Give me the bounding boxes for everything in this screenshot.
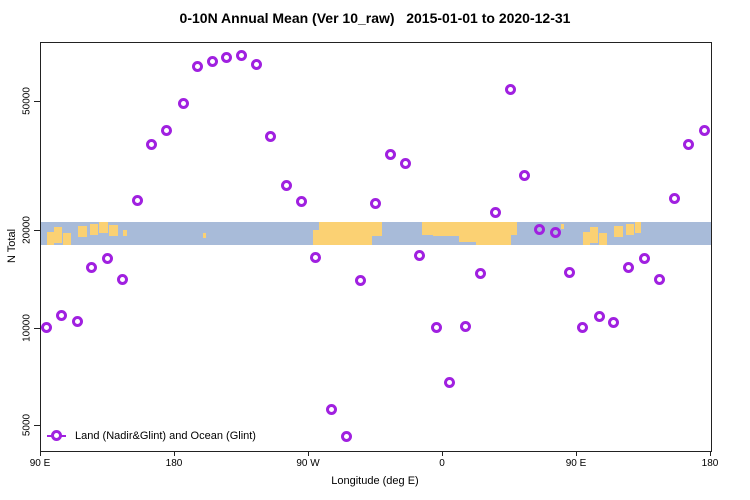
- water-patch: [432, 235, 460, 246]
- x-tick: [709, 451, 711, 456]
- data-point-95W: [296, 195, 308, 207]
- land-patch: [599, 233, 607, 246]
- data-point-115E: [607, 316, 619, 328]
- land-patch: [78, 226, 88, 237]
- data-point-45W: [369, 198, 381, 210]
- land-patch: [626, 223, 634, 235]
- y-tick: [34, 327, 40, 329]
- map-band: [41, 221, 711, 246]
- land-patch: [371, 221, 382, 236]
- plot-area: Land (Nadir&Glint) and Ocean (Glint): [40, 42, 712, 452]
- land-patch: [319, 221, 372, 246]
- y-axis-title: N Total: [6, 228, 18, 264]
- land-patch: [109, 225, 119, 236]
- chart-title: 0-10N Annual Mean (Ver 10_raw) 2015-01-0…: [179, 10, 571, 26]
- data-point-146E: [654, 274, 666, 286]
- data-point-145E: [117, 273, 129, 285]
- land-patch: [46, 232, 55, 246]
- data-point-56W: [354, 274, 366, 286]
- land-patch: [90, 223, 98, 235]
- data-point-94E: [577, 321, 589, 333]
- data-point-15E: [459, 320, 471, 332]
- land-patch: [122, 229, 128, 236]
- legend-marker-icon: [47, 430, 66, 441]
- legend-label: Land (Nadir&Glint) and Ocean (Glint): [75, 429, 256, 442]
- data-point-155W: [206, 55, 218, 67]
- data-point-5E: [444, 377, 456, 389]
- data-point-76E: [549, 227, 561, 239]
- y-tick-label: 20000: [21, 216, 33, 244]
- land-patch: [582, 232, 591, 246]
- data-point-156E: [669, 193, 681, 205]
- x-tick-label: 180: [701, 458, 719, 469]
- data-point-105E: [593, 310, 605, 322]
- legend-circle-icon: [51, 430, 62, 441]
- data-point-155E: [132, 194, 144, 206]
- data-point-26E: [475, 267, 487, 279]
- data-point-135E: [638, 252, 650, 264]
- legend: Land (Nadir&Glint) and Ocean (Glint): [47, 429, 256, 442]
- water-patch: [511, 234, 518, 246]
- y-tick-label: 50000: [21, 87, 33, 115]
- data-point-105W: [281, 179, 293, 191]
- land-patch: [422, 221, 433, 235]
- data-point-124E: [86, 262, 98, 274]
- data-point-175E: [161, 124, 173, 136]
- data-point-104E: [56, 310, 68, 322]
- x-tick: [173, 451, 175, 456]
- land-patch: [560, 223, 564, 229]
- y-tick: [34, 230, 40, 232]
- data-point-55E: [519, 170, 531, 182]
- x-tick: [441, 451, 443, 456]
- x-tick: [575, 451, 577, 456]
- y-tick-label: 10000: [21, 313, 33, 342]
- data-point-165W: [191, 61, 203, 73]
- data-point-65W: [340, 431, 352, 443]
- data-point-125W: [250, 59, 262, 71]
- data-point-135E: [101, 252, 113, 264]
- y-tick-label: 5000: [21, 414, 33, 437]
- y-tick: [34, 100, 40, 102]
- land-patch: [590, 227, 598, 243]
- data-point-165E: [146, 138, 158, 150]
- x-tick-label: 0: [439, 458, 445, 469]
- data-point-174W: [177, 98, 189, 110]
- x-tick-label: 90 W: [296, 458, 320, 469]
- data-point-65E: [534, 224, 546, 236]
- data-point-136W: [235, 49, 247, 61]
- data-point-146W: [220, 52, 232, 64]
- data-point-35W: [385, 149, 397, 161]
- land-patch: [635, 221, 642, 234]
- land-patch: [203, 233, 207, 238]
- water-patch: [459, 241, 476, 246]
- y-tick: [34, 425, 40, 427]
- data-point-85W: [310, 252, 322, 264]
- data-point-116W: [264, 130, 276, 142]
- land-patch: [54, 227, 62, 243]
- x-tick: [39, 451, 41, 456]
- land-patch: [99, 221, 108, 234]
- data-point-25W: [400, 158, 412, 170]
- data-point-45E: [504, 83, 516, 95]
- x-tick: [307, 451, 309, 456]
- data-point-115E: [71, 316, 83, 328]
- x-tick-label: 90 E: [29, 458, 51, 469]
- data-point-36E: [490, 207, 502, 219]
- data-point-165E: [683, 139, 695, 151]
- x-tick-label: 180: [165, 458, 183, 469]
- x-axis-title: Longitude (deg E): [331, 475, 419, 487]
- land-patch: [614, 226, 624, 237]
- data-point-16W: [413, 249, 425, 261]
- data-point-176E: [698, 124, 710, 136]
- land-patch: [313, 229, 320, 246]
- data-point-75W: [325, 404, 337, 416]
- data-point-85E: [564, 267, 576, 279]
- data-point-125E: [622, 261, 634, 273]
- land-patch: [63, 233, 71, 246]
- x-tick-label: 90 E: [565, 458, 587, 469]
- data-point-94E: [41, 321, 53, 333]
- data-point-5W: [430, 321, 442, 333]
